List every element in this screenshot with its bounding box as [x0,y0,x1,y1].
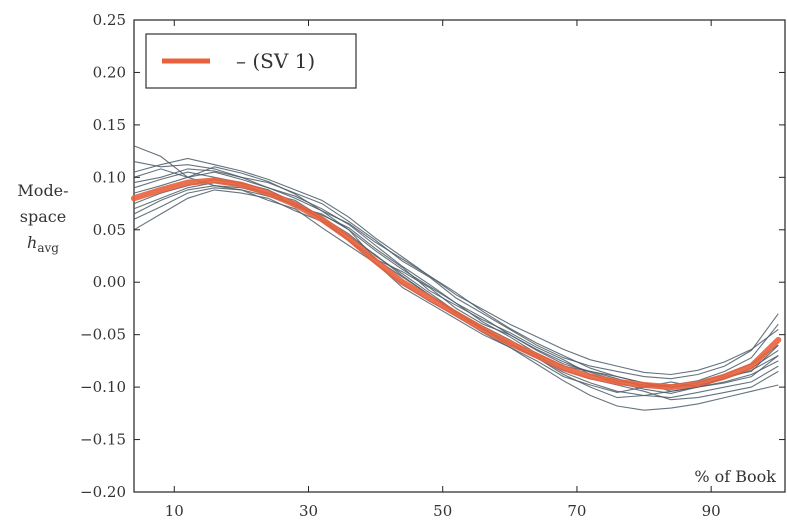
y-axis: 0.25 0.20 0.15 0.10 0.05 0.00 −0.05 −0.10 −0.15 −… [80,11,785,501]
y-axis-label-line-1: Mode- [17,181,68,200]
y-axis-label-symbol: h [27,233,37,252]
x-tick-label: 70 [567,502,586,520]
y-axis-label: Mode- space havg [17,181,68,255]
y-tick-label: −0.05 [80,326,126,344]
y-tick-label: −0.10 [80,378,126,396]
y-tick-label: 0.20 [93,63,126,81]
sample-series-line-10 [133,168,779,376]
legend-label: – (SV 1) [236,49,315,73]
plot-frame [133,19,786,493]
main-series-line [131,177,782,391]
y-axis-label-math: havg [27,233,59,255]
x-tick-label: 50 [433,502,452,520]
y-tick-label: 0.10 [93,168,126,186]
y-tick-label: 0.05 [93,221,126,239]
x-tick-label: 30 [299,502,318,520]
legend: – (SV 1) [145,33,357,89]
y-tick-label: 0.00 [93,273,126,291]
x-tick-label: 10 [165,502,184,520]
x-tick-label: 90 [702,502,721,520]
y-axis-label-subscript: avg [37,241,59,255]
x-axis: 10 30 50 70 90 [165,20,721,520]
x-axis-label: % of Book [694,467,776,486]
y-axis-label-line-2: space [20,207,66,226]
sample-series-line-7 [133,145,779,394]
y-tick-label: −0.15 [80,431,126,449]
y-tick-label: −0.20 [80,483,126,501]
y-tick-label: 0.15 [93,116,126,134]
y-tick-label: 0.25 [93,11,126,29]
plot-area: 0.25 0.20 0.15 0.10 0.05 0.00 −0.05 −0.10 −0.15 −… [80,11,786,520]
